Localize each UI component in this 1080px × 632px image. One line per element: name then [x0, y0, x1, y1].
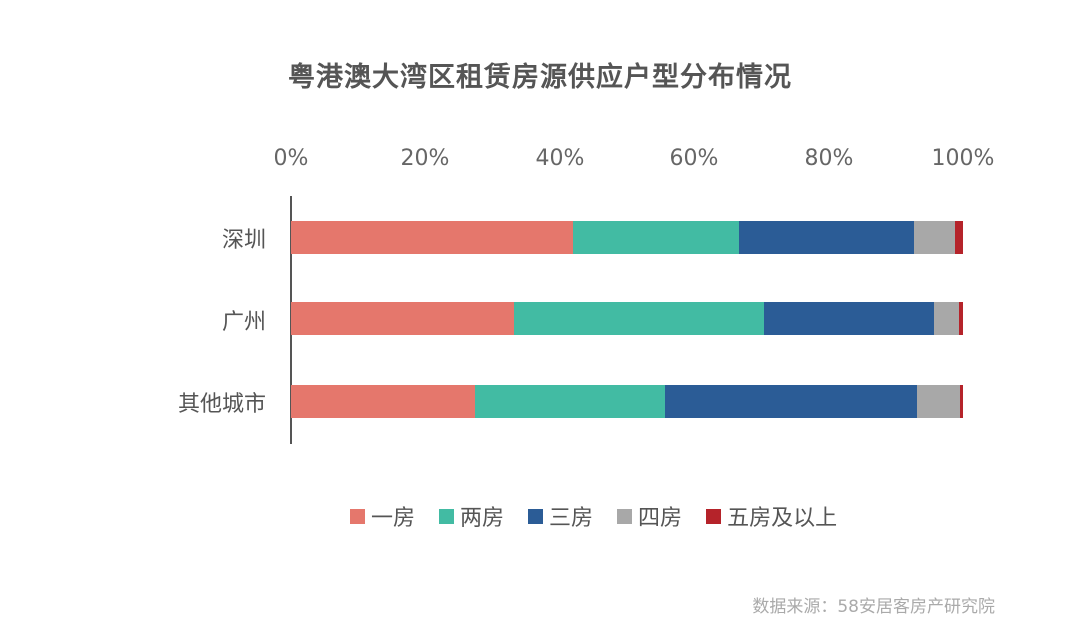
bar-segment [764, 302, 935, 335]
bar-segment [958, 302, 963, 335]
legend-item: 五房及以上 [706, 500, 837, 532]
bar-guangzhou [291, 302, 963, 335]
bar-segment [960, 385, 963, 418]
category-label: 深圳 [221, 228, 266, 253]
legend-item: 四房 [617, 500, 682, 532]
bar-segment [665, 385, 917, 418]
legend-label: 两房 [460, 506, 505, 531]
bar-segment [514, 302, 765, 335]
legend-label: 四房 [638, 506, 683, 531]
bar-segment [913, 221, 955, 254]
legend: 一房 两房 三房 四房 五房及以上 [350, 500, 861, 532]
bar-segment [475, 385, 666, 418]
x-tick: 40% [535, 146, 585, 171]
x-tick: 100% [931, 146, 995, 171]
bar-shenzhen [291, 221, 963, 254]
data-source-note: 数据来源：58安居客房产研究院 [752, 597, 995, 617]
bar-segment [573, 221, 740, 254]
bar-segment [739, 221, 914, 254]
legend-swatch-icon [439, 508, 455, 524]
bar-segment [291, 221, 574, 254]
chart-title: 粤港澳大湾区租赁房源供应户型分布情况 [288, 62, 792, 93]
legend-swatch-icon [706, 508, 722, 524]
legend-swatch-icon [350, 508, 365, 524]
legend-label: 五房及以上 [727, 506, 838, 531]
legend-swatch-icon [528, 508, 544, 524]
category-label: 其他城市 [177, 392, 266, 417]
bar-segment [291, 385, 476, 418]
x-tick: 20% [400, 146, 450, 171]
legend-item: 三房 [528, 500, 593, 532]
bar-segment [916, 385, 961, 418]
bar-segment [934, 302, 959, 335]
legend-swatch-icon [617, 508, 633, 524]
legend-item: 一房 [350, 500, 415, 532]
x-tick: 60% [669, 146, 719, 171]
bar-other-cities [291, 385, 963, 418]
legend-item: 两房 [439, 500, 504, 532]
x-tick: 0% [273, 146, 309, 171]
bar-segment [954, 221, 963, 254]
legend-label: 三房 [549, 506, 594, 531]
bar-segment [291, 302, 515, 335]
legend-label: 一房 [371, 506, 416, 531]
x-tick: 80% [804, 146, 854, 171]
category-label: 广州 [221, 310, 266, 335]
